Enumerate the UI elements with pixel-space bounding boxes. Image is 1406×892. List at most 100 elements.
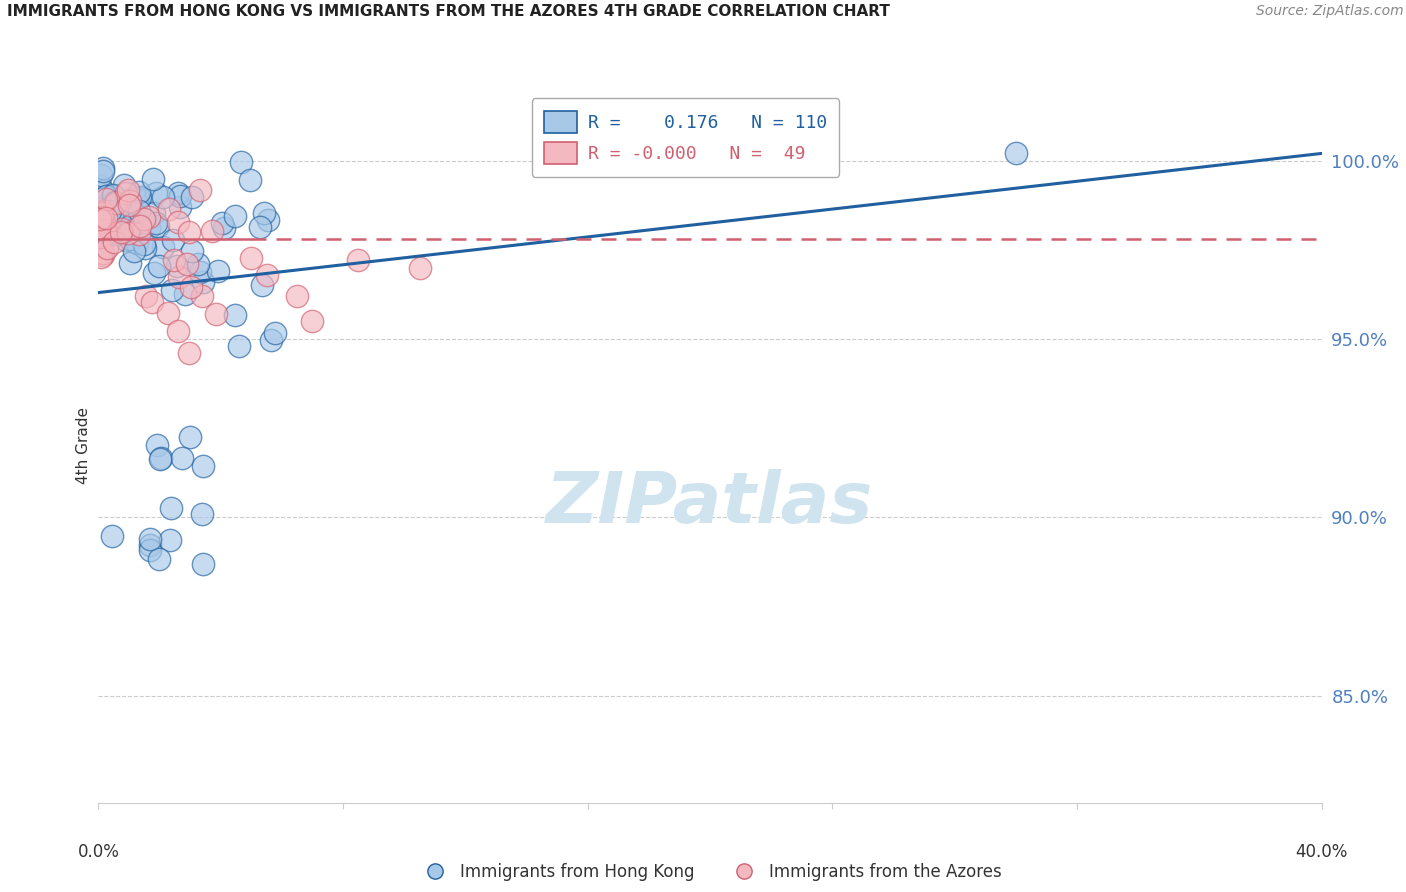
Point <box>149 451 172 466</box>
Point <box>118 198 141 212</box>
Point <box>91 211 114 225</box>
Text: Source: ZipAtlas.com: Source: ZipAtlas.com <box>1256 4 1403 19</box>
Text: IMMIGRANTS FROM HONG KONG VS IMMIGRANTS FROM THE AZORES 4TH GRADE CORRELATION CH: IMMIGRANTS FROM HONG KONG VS IMMIGRANTS … <box>7 4 890 20</box>
Point <box>180 244 202 258</box>
Point <box>101 528 124 542</box>
Point <box>104 194 127 209</box>
Point <box>103 189 125 203</box>
Point <box>253 206 276 220</box>
Point <box>121 207 143 221</box>
Point <box>91 164 114 178</box>
Point <box>96 241 118 255</box>
Point <box>129 219 152 233</box>
Point <box>132 237 155 252</box>
Point <box>201 224 224 238</box>
Point <box>188 183 211 197</box>
Point <box>103 187 125 202</box>
Point <box>91 223 114 237</box>
Point <box>89 218 111 232</box>
Point <box>139 538 162 552</box>
Point <box>125 235 148 250</box>
Point <box>105 227 128 241</box>
Point <box>118 194 141 209</box>
Point <box>187 257 209 271</box>
Point <box>91 184 114 198</box>
Point <box>94 211 117 225</box>
Point <box>139 532 162 546</box>
Point <box>120 219 142 233</box>
Point <box>138 543 160 558</box>
Point <box>240 251 263 265</box>
Point <box>115 186 138 200</box>
Point <box>138 211 160 225</box>
Point <box>112 206 135 220</box>
Point <box>152 240 174 254</box>
Point <box>347 253 370 268</box>
Point <box>191 289 214 303</box>
Point <box>228 339 250 353</box>
Point <box>173 286 195 301</box>
Point <box>157 202 180 217</box>
Point <box>118 202 141 217</box>
Point <box>188 265 211 279</box>
Point <box>127 192 149 206</box>
Point <box>110 204 132 219</box>
Point <box>229 155 252 169</box>
Point <box>94 223 117 237</box>
Point <box>117 183 139 197</box>
Point <box>207 264 229 278</box>
Point <box>110 223 132 237</box>
Point <box>89 192 111 206</box>
Point <box>179 430 201 444</box>
Point <box>96 192 118 206</box>
Point <box>179 225 201 239</box>
Point <box>167 324 190 338</box>
Point <box>211 216 233 230</box>
Point <box>134 211 156 226</box>
Text: 0.0%: 0.0% <box>77 843 120 861</box>
Point <box>160 283 183 297</box>
Point <box>264 326 287 341</box>
Point <box>146 219 169 234</box>
Point <box>105 210 128 224</box>
Point <box>169 270 191 285</box>
Point <box>110 225 132 239</box>
Point <box>108 199 131 213</box>
Point <box>249 219 271 234</box>
Point <box>177 346 200 360</box>
Point <box>166 215 188 229</box>
Point <box>103 210 125 224</box>
Point <box>120 256 142 270</box>
Point <box>301 314 323 328</box>
Point <box>181 190 204 204</box>
Point <box>163 252 186 267</box>
Point <box>117 226 139 240</box>
Point <box>120 232 142 246</box>
Point <box>143 266 166 280</box>
Point <box>128 227 150 241</box>
Point <box>122 206 145 220</box>
Point <box>89 178 111 193</box>
Point <box>142 172 165 186</box>
Point <box>90 251 112 265</box>
Text: ZIPatlas: ZIPatlas <box>547 468 873 538</box>
Point <box>89 212 111 227</box>
Point <box>180 280 202 294</box>
Point <box>166 259 188 273</box>
Point <box>176 257 198 271</box>
Point <box>98 203 121 218</box>
Text: 40.0%: 40.0% <box>1295 843 1348 861</box>
Point <box>96 240 118 254</box>
Point <box>149 452 172 467</box>
Point <box>138 221 160 235</box>
Point <box>91 246 114 260</box>
Point <box>129 189 152 203</box>
Point <box>89 215 111 229</box>
Point <box>91 203 114 218</box>
Point <box>172 450 194 465</box>
Point <box>103 235 125 250</box>
Point <box>160 500 183 515</box>
Point <box>224 308 246 322</box>
Point <box>90 168 112 182</box>
Point <box>90 227 112 241</box>
